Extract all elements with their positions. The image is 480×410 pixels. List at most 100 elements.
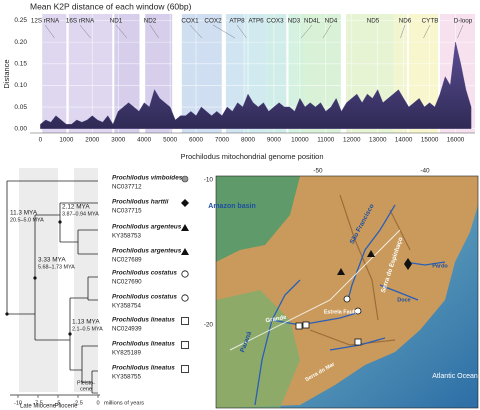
map-label: Atlantic Ocean [432, 373, 478, 380]
x-tick-label: 9000 [267, 137, 282, 144]
gene-region [42, 14, 67, 133]
taxon-name: Prochilodus vimboides [112, 175, 183, 182]
time-unit: millions of years [104, 400, 144, 406]
gene-label: ND1 [110, 18, 123, 25]
node-age: 11.3 MYA [10, 210, 38, 217]
node-age: 1.13 MYA [72, 319, 100, 326]
x-tick-label: 2000 [85, 137, 100, 144]
y-tick-label: 0.00 [14, 125, 27, 132]
node-range: 3.87–0.94 MYA [62, 211, 99, 217]
map-label: Grande [265, 315, 287, 325]
node-range: 2.1–0.5 MYA [72, 326, 103, 332]
gene-region [288, 14, 298, 133]
map-label: Amazon basin [208, 203, 255, 210]
taxon-name: Prochilodus lineatus [112, 341, 175, 348]
gene-label: COX1 [181, 18, 199, 25]
time-tick-label: -2.5 [73, 400, 83, 406]
taxon-name: Prochilodus costatus [112, 270, 177, 277]
gene-region [225, 14, 244, 133]
x-tick-label: 5000 [163, 137, 178, 144]
x-tick-label: 10000 [291, 137, 309, 144]
amazon-basin [216, 176, 300, 262]
accession: NC027689 [112, 257, 142, 264]
distance-area [40, 42, 472, 129]
map-label: Doce [397, 297, 410, 303]
epoch-label: cene [80, 386, 92, 392]
leader-line [79, 24, 91, 39]
x-tick-label: 14000 [395, 137, 413, 144]
leader-line [400, 24, 406, 39]
leader-line [236, 24, 247, 39]
lat-label: -10 [204, 177, 214, 184]
taxon-name: Prochilodus lineatus [112, 365, 175, 372]
gene-region [68, 14, 113, 133]
taxon-symbol [181, 175, 189, 183]
x-tick-label: 6000 [189, 137, 204, 144]
tree-node [33, 276, 37, 280]
gene-label: CYTB [422, 18, 439, 25]
leader-line [212, 24, 235, 39]
gene-region [244, 14, 249, 133]
x-tick-label: 15000 [421, 137, 439, 144]
x-tick-label: 7000 [215, 137, 230, 144]
taxon-symbol [181, 317, 189, 325]
gene-label: D-loop [454, 18, 473, 25]
map-label: Pardo [432, 263, 448, 269]
map-frame [215, 175, 479, 409]
gene-label: ND6 [399, 18, 412, 25]
epoch-band [58, 168, 74, 392]
leader-line [149, 24, 159, 39]
gene-label: ND2 [144, 18, 157, 25]
taxon-symbol [181, 294, 189, 302]
taxon-name: Prochilodus harttii [112, 199, 169, 206]
epoch-label: Pliocene [54, 404, 78, 410]
gene-region [297, 14, 306, 133]
map-label: Estrela Fault [324, 309, 357, 315]
leader-line [322, 24, 332, 39]
time-tick-label: 0 [96, 400, 99, 406]
y-tick-label: 0.10 [14, 82, 27, 89]
accession: NC024939 [112, 326, 142, 333]
gene-region [266, 14, 287, 133]
x-tick-label: 0 [39, 137, 43, 144]
x-tick-label: 8000 [241, 137, 256, 144]
accession: NC037712 [112, 184, 142, 191]
node-age: 2.12 MYA [62, 204, 90, 211]
leader-line [189, 24, 203, 39]
x-tick-label: 12000 [343, 137, 361, 144]
y-tick-label: 0.15 [14, 60, 27, 67]
node-age: 3.33 MYA [38, 257, 66, 264]
gene-label: ND4L [304, 18, 321, 25]
lon-label: -40 [420, 168, 430, 175]
gene-label: 12S rRNA [31, 18, 60, 25]
gene-label: 16S rRNA [66, 18, 95, 25]
accession: NC037715 [112, 208, 142, 215]
taxon-symbol [181, 199, 189, 207]
node-range: 20.5–5.0 MYA [10, 217, 44, 223]
leader-line [423, 24, 431, 39]
lowland [216, 290, 300, 408]
gene-label: ND4 [325, 18, 338, 25]
x-tick-label: 1000 [59, 137, 74, 144]
epoch-label: Pleisto- [77, 380, 95, 386]
accession: KY358755 [112, 374, 141, 381]
y-tick-label: 0.20 [14, 39, 27, 46]
y-tick-label: 0.05 [14, 104, 27, 111]
tree-node [68, 332, 72, 336]
taxon-name: Prochilodus argenteus [112, 248, 182, 255]
fault-line [229, 229, 401, 351]
taxon-name: Prochilodus lineatus [112, 317, 175, 324]
gene-label: COX2 [204, 18, 222, 25]
accession: KY358753 [112, 233, 141, 240]
epoch-band [19, 168, 58, 392]
accession: KY825189 [112, 350, 141, 357]
taxon-name: Prochilodus argenteus [112, 224, 182, 231]
x-tick-label: 16000 [447, 137, 465, 144]
sample-symbols [295, 250, 412, 346]
taxon-symbol [181, 365, 189, 373]
taxon-symbol [181, 248, 189, 255]
gene-label: ATP6 [248, 18, 264, 25]
accession: NC027690 [112, 279, 142, 286]
epoch-band [74, 168, 98, 392]
